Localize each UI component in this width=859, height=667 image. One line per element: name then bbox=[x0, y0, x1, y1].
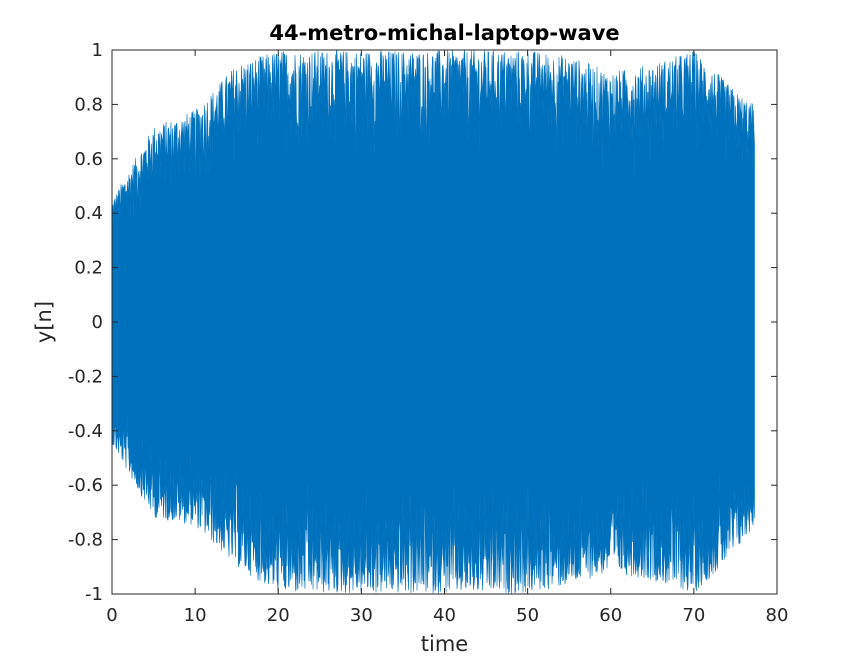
x-axis-label: time bbox=[421, 632, 468, 656]
y-tick-label: 0.2 bbox=[74, 258, 103, 279]
y-axis-label: y[n] bbox=[32, 301, 56, 343]
tick-layer: 0 10 20 30 40 50 60 70 80 1 0.8 0.6 0.4 0.2 0 -0.2 -0.4 -… bbox=[68, 40, 789, 626]
x-tick-label: 70 bbox=[682, 605, 705, 626]
y-tick-label: -0.2 bbox=[68, 366, 103, 387]
y-tick-label: 1 bbox=[92, 40, 103, 61]
waveform-series bbox=[111, 50, 755, 594]
x-tick-label: 30 bbox=[350, 605, 373, 626]
y-tick-label: -0.4 bbox=[68, 421, 103, 442]
chart-title: 44-metro-michal-laptop-wave bbox=[269, 21, 619, 45]
x-tick-label: 50 bbox=[516, 605, 539, 626]
x-tick-label: 20 bbox=[267, 605, 290, 626]
y-tick-label: 0 bbox=[92, 312, 103, 333]
plot-layer bbox=[111, 50, 755, 594]
x-tick-label: 80 bbox=[766, 605, 789, 626]
y-tick-label: 0.6 bbox=[74, 149, 103, 170]
y-tick-label: 0.8 bbox=[74, 94, 103, 115]
x-tick-label: 10 bbox=[184, 605, 207, 626]
y-tick-label: -0.6 bbox=[68, 475, 103, 496]
y-tick-label: -0.8 bbox=[68, 530, 103, 551]
y-tick-label: -1 bbox=[85, 584, 103, 605]
x-tick-label: 60 bbox=[599, 605, 622, 626]
x-tick-label: 0 bbox=[106, 605, 117, 626]
x-tick-label: 40 bbox=[433, 605, 456, 626]
y-tick-label: 0.4 bbox=[74, 203, 103, 224]
